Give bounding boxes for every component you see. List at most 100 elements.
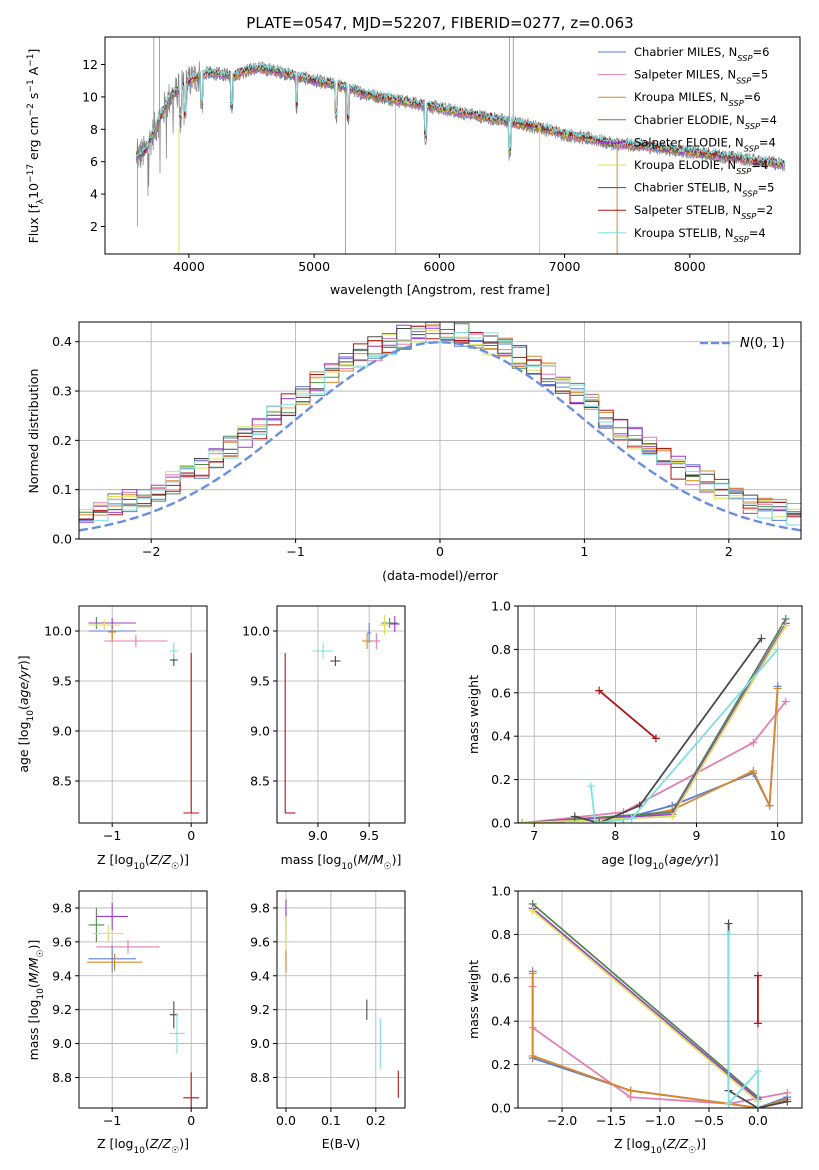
data-point (587, 782, 596, 791)
data-point (753, 1067, 762, 1076)
y-tick-label: 9.0 (250, 724, 270, 739)
series-line (532, 907, 759, 1100)
data-point (518, 819, 527, 823)
x-tick-label: 4000 (173, 259, 205, 274)
series-line (590, 648, 779, 823)
data-point (591, 819, 600, 823)
x-tick-label: 0.0 (276, 1113, 296, 1128)
y-tick-label: 0.0 (491, 816, 511, 831)
y-tick-label: 0.0 (52, 532, 72, 547)
data-spectrum (135, 61, 786, 197)
y-tick-label: 9.0 (52, 724, 72, 739)
plot-area (79, 322, 801, 532)
x-tick-label: 0.2 (366, 1113, 386, 1128)
x-axis-label: Z [log10(Z/Z☉)] (97, 852, 189, 872)
z-mass-panel: −1 0 8.8 9.0 9.2 9.4 9.6 9.8 Z [log10(Z/Z☉)] mass… (26, 890, 208, 1156)
y-tick-label: 9.4 (250, 968, 270, 983)
figure-title: PLATE=0547, MJD=52207, FIBERID=0277, z=0… (246, 14, 633, 32)
y-tick-label: 0.4 (491, 729, 511, 744)
y-tick-label: 8.5 (250, 774, 270, 789)
x-axis-label: Z [log10(Z/Z☉)] (97, 1136, 189, 1156)
data-point (627, 814, 636, 823)
series-line (727, 934, 759, 1108)
y-axis-label: mass [log10(M/M☉)] (26, 940, 46, 1061)
x-axis-label: mass [log10(M/M☉)] (281, 852, 402, 872)
legend-label: Salpeter ELODIE, NSSP=4 (634, 135, 776, 153)
data-point (749, 738, 758, 747)
x-axis-label: wavelength [Angstrom, rest frame] (330, 282, 550, 297)
axes-frame (78, 605, 208, 824)
y-tick-label: 9.6 (52, 934, 72, 949)
axes-frame (78, 890, 208, 1109)
y-tick-label: 10 (82, 89, 98, 104)
legend-label: Salpeter MILES, NSSP=5 (634, 68, 768, 86)
x-tick-label: 0 (187, 1113, 195, 1128)
x-tick-label: 8000 (674, 259, 706, 274)
y-tick-label: 9.2 (250, 1002, 270, 1017)
series-line (522, 688, 779, 823)
data-point (651, 734, 660, 743)
data-point (724, 930, 733, 939)
data-point (757, 634, 766, 643)
y-tick-label: 0.4 (491, 1014, 511, 1029)
x-tick-label: −1.0 (645, 1113, 675, 1128)
y-tick-label: 9.0 (52, 1036, 72, 1051)
x-tick-label: −2.0 (547, 1113, 577, 1128)
plot-area (86, 902, 200, 1108)
ebv-mass-panel: 0.0 0.1 0.2 8.8 9.0 9.2 9.4 9.6 9.8 E(B-V) (250, 890, 406, 1151)
data-point (765, 801, 774, 810)
y-tick-label: 10.0 (242, 624, 270, 639)
x-tick-label: 9.0 (308, 828, 328, 843)
y-axis-label: mass weight (466, 960, 481, 1039)
y-tick-label: 8.8 (250, 1070, 270, 1085)
data-point (781, 621, 790, 630)
series-line (574, 637, 763, 823)
plot-area (135, 37, 786, 254)
y-tick-label: 9.4 (52, 968, 72, 983)
plot-area (518, 615, 790, 823)
residuals-panel: −2 −1 0 1 2 0.0 0.1 0.2 0.3 0.4 (data-model)/error… (26, 321, 802, 583)
legend-label: Kroupa ELODIE, NSSP=4 (634, 158, 768, 176)
data-point (724, 919, 733, 928)
plot-area (528, 900, 792, 1108)
y-tick-label: 0.3 (52, 384, 72, 399)
x-tick-label: 8 (611, 828, 619, 843)
legend-label: Chabrier STELIB, NSSP=5 (634, 181, 774, 199)
legend-label: Kroupa MILES, NSSP=6 (634, 90, 761, 108)
y-tick-label: 0.4 (52, 334, 72, 349)
y-tick-label: 8.5 (52, 774, 72, 789)
x-tick-label: 6000 (423, 259, 455, 274)
y-tick-label: 0.6 (491, 685, 511, 700)
axes-frame (517, 605, 803, 824)
data-point (528, 1051, 537, 1060)
y-tick-label: 9.5 (52, 674, 72, 689)
x-tick-label: −1 (286, 544, 304, 559)
y-tick-label: 10.0 (44, 624, 72, 639)
x-tick-label: 2 (725, 544, 733, 559)
legend-label: Kroupa STELIB, NSSP=4 (634, 226, 766, 244)
x-tick-label: −1.5 (596, 1113, 626, 1128)
y-tick-label: 0.2 (491, 1057, 511, 1072)
y-axis-label: age [log10(age/yr)] (16, 655, 36, 772)
data-point (528, 969, 537, 978)
data-point (595, 686, 604, 695)
z-age-panel: −1 0 8.5 9.0 9.5 10.0 Z [log10(Z/Z☉)] age [log1… (16, 605, 208, 872)
x-tick-label: 0 (436, 544, 444, 559)
data-point (570, 812, 579, 821)
y-tick-label: 9.0 (250, 1036, 270, 1051)
y-tick-label: 4 (90, 187, 98, 202)
y-axis-label: Flux [fλ10−17 erg cm−2 s−1 A−1] (26, 49, 46, 244)
y-tick-label: 0.2 (491, 772, 511, 787)
axes-frame (104, 36, 801, 255)
x-tick-label: 9 (693, 828, 701, 843)
data-point (773, 684, 782, 693)
y-tick-label: 0.1 (52, 482, 72, 497)
y-tick-label: 0.6 (491, 970, 511, 985)
x-tick-label: 5000 (298, 259, 330, 274)
y-tick-label: 9.8 (250, 900, 270, 915)
plot-area (284, 615, 400, 814)
data-point (783, 1097, 792, 1106)
age-massweight-panel: 7 8 9 10 0.0 0.2 0.4 0.6 0.8 1.0 age [log10(age/yr… (466, 599, 803, 872)
y-tick-label: 1.0 (491, 599, 511, 614)
y-axis-label: mass weight (466, 675, 481, 754)
